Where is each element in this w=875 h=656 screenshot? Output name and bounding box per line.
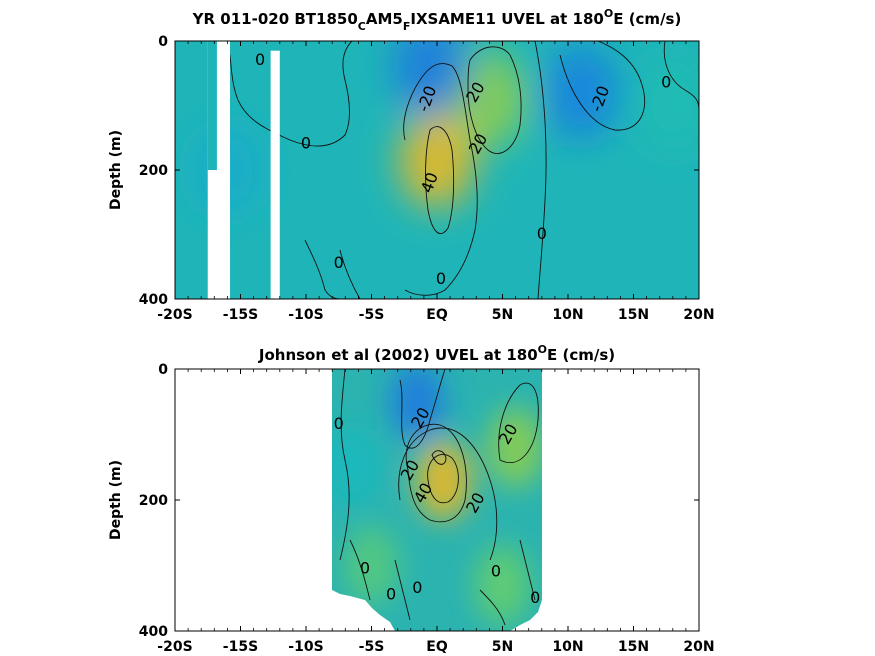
x-tick-label: -5S bbox=[359, 307, 385, 323]
y-tick-label: 0 bbox=[158, 34, 168, 50]
color-blob bbox=[415, 440, 472, 521]
contour-label: 0 bbox=[386, 584, 396, 603]
data-gap bbox=[270, 50, 280, 299]
color-blob bbox=[543, 44, 620, 141]
contour-line bbox=[227, 41, 353, 147]
color-blob bbox=[332, 427, 380, 508]
color-blob bbox=[389, 369, 446, 442]
panel-1: YR 011-020 BT1850CAM5FIXSAME11 UVEL at 1… bbox=[108, 7, 715, 323]
y-tick-label: 400 bbox=[139, 292, 168, 308]
color-blob bbox=[343, 525, 400, 606]
x-tick-label: 15N bbox=[618, 639, 649, 655]
panel-1-ylabel: Depth (m) bbox=[108, 130, 124, 210]
contour-label: 0 bbox=[530, 588, 540, 607]
contour-label: 0 bbox=[491, 562, 501, 581]
contour-line bbox=[399, 369, 446, 449]
contour-line bbox=[427, 453, 459, 504]
x-tick-label: 5N bbox=[492, 307, 513, 323]
color-blob bbox=[474, 545, 531, 626]
y-tick-label: 0 bbox=[158, 362, 168, 378]
contour-line bbox=[534, 41, 547, 299]
x-tick-label: -15S bbox=[223, 307, 258, 323]
contour-line bbox=[405, 423, 467, 523]
color-blob bbox=[634, 57, 699, 154]
x-tick-label: EQ bbox=[426, 307, 448, 323]
x-tick-label: 20N bbox=[683, 639, 714, 655]
x-tick-label: -20S bbox=[157, 639, 192, 655]
contour-label: 0 bbox=[661, 72, 671, 91]
x-tick-label: 5N bbox=[492, 639, 513, 655]
panel-1-title: YR 011-020 BT1850CAM5FIXSAME11 UVEL at 1… bbox=[192, 7, 682, 33]
y-tick-label: 200 bbox=[139, 163, 168, 179]
contour-line bbox=[559, 41, 646, 131]
x-tick-label: 10N bbox=[552, 307, 583, 323]
contour-line bbox=[663, 41, 699, 111]
contour-line bbox=[425, 126, 455, 234]
contour-line bbox=[349, 539, 536, 626]
contour-line bbox=[398, 427, 498, 561]
contour-line bbox=[431, 450, 447, 465]
panel-2-title: Johnson et al (2002) UVEL at 180OE (cm/s… bbox=[258, 343, 615, 364]
contour-line bbox=[339, 249, 361, 299]
y-tick-label: 400 bbox=[139, 624, 168, 640]
panel-2: Johnson et al (2002) UVEL at 180OE (cm/s… bbox=[108, 343, 715, 655]
contour-label: 0 bbox=[334, 414, 344, 433]
x-tick-label: 10N bbox=[552, 639, 583, 655]
x-tick-label: 20N bbox=[683, 307, 714, 323]
contour-label: 0 bbox=[360, 558, 370, 577]
x-tick-label: 15N bbox=[618, 307, 649, 323]
contour-label: 0 bbox=[301, 134, 311, 153]
contour-label: 0 bbox=[537, 224, 547, 243]
contour-line bbox=[498, 382, 539, 463]
contour-line bbox=[403, 63, 478, 296]
contour-line bbox=[339, 369, 350, 561]
x-tick-label: -20S bbox=[157, 307, 192, 323]
x-tick-label: -10S bbox=[288, 639, 323, 655]
x-tick-label: -15S bbox=[223, 639, 258, 655]
color-blob bbox=[399, 112, 475, 209]
contour-label: 0 bbox=[255, 50, 265, 69]
color-blob bbox=[451, 51, 528, 148]
x-tick-label: -5S bbox=[359, 639, 385, 655]
x-tick-label: EQ bbox=[426, 639, 448, 655]
contour-label: 0 bbox=[334, 253, 344, 272]
gap-step bbox=[207, 41, 217, 170]
color-blob bbox=[487, 407, 542, 488]
contour-line bbox=[467, 46, 522, 154]
y-tick-label: 200 bbox=[139, 493, 168, 509]
contour-label: 0 bbox=[436, 269, 446, 288]
x-tick-label: -10S bbox=[288, 307, 323, 323]
contour-label: 0 bbox=[412, 578, 422, 597]
panel-2-ylabel: Depth (m) bbox=[108, 460, 124, 540]
